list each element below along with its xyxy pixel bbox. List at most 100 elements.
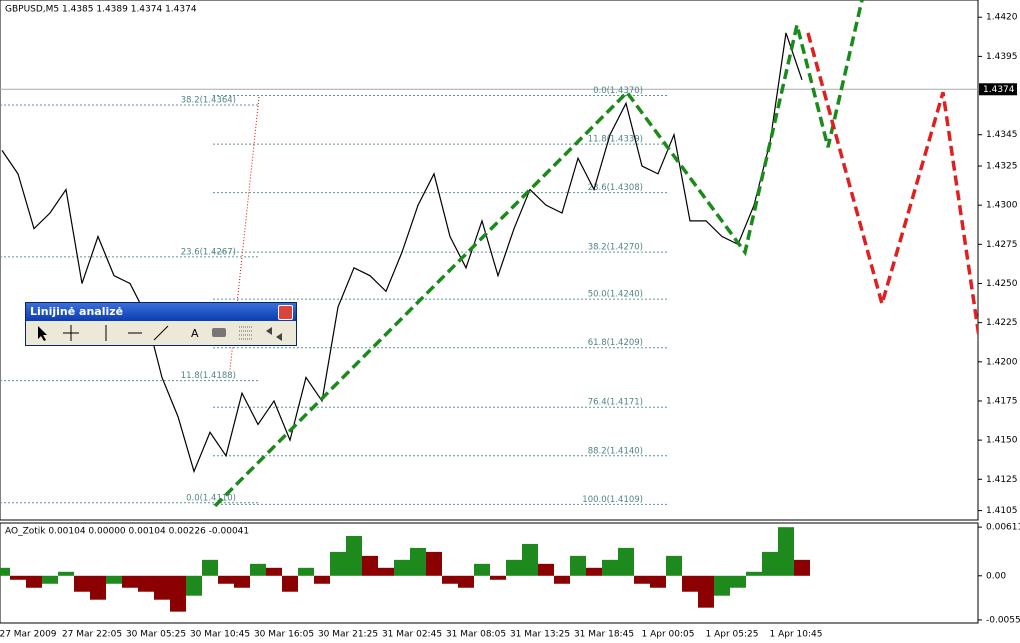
ao-bar [634,575,650,584]
fib-label: 23.6(1.4308) [588,183,643,193]
ao-bar [554,575,570,584]
trendline-icon[interactable] [153,325,169,341]
toolbar-icons: A [38,325,282,341]
ao-bar [58,571,74,576]
ao-bar [234,575,250,588]
ao-bar [42,575,58,584]
ao-bar [170,575,186,612]
cursor-icon[interactable] [38,326,47,341]
crosshair-icon[interactable] [63,325,79,341]
fib-label: 0.0(1.4110) [186,493,236,503]
ao-bar [474,563,490,576]
zigzag [806,32,978,342]
ao-bar [0,567,10,576]
arrows-icon[interactable] [266,327,282,341]
x-tick-label: 31 Mar 18:45 [574,630,634,640]
y-tick-label: 1.4200 [986,357,1018,367]
ao-bar [106,575,122,584]
ao-bar [714,575,730,596]
x-tick-label: 27 Mar 22:05 [62,630,122,640]
ao-bar [698,575,714,608]
y-tick-label: 1.4225 [986,318,1018,328]
ao-bar [346,535,362,576]
text-icon[interactable]: A [191,327,199,340]
y2-tick-label: -0.00554 [986,615,1020,625]
ao-bar [314,575,330,584]
x-tick-label: 30 Mar 16:05 [254,630,314,640]
ao-bar [122,575,138,588]
y-tick-label: 1.4175 [986,396,1018,406]
fib-label: 100.0(1.4109) [582,495,643,505]
ao-bar [442,575,458,584]
fib-label: 76.4(1.4171) [588,398,643,408]
fib-label: 11.8(1.4339) [588,135,643,145]
y-tick-label: 1.4250 [986,279,1018,289]
ao-bar [250,563,266,576]
ao-bar [746,571,762,576]
x-tick-label: 1 Apr 10:45 [770,630,823,640]
x-tick-label: 31 Mar 08:05 [446,630,506,640]
chart-title: GBPUSD,M5 1.4385 1.4389 1.4374 1.4374 [5,5,197,15]
x-tick-label: 27 Mar 2009 [0,630,57,640]
ao-bar [298,567,314,576]
fib-label: 23.6(1.4267) [181,247,236,257]
fib-label: 11.8(1.4188) [181,371,236,381]
ao-bar [586,567,602,576]
x-tick-label: 1 Apr 00:05 [642,630,695,640]
current-price-label: 1.4374 [983,85,1015,95]
toolbar-title-text: Linijinė analizė [30,305,124,318]
y-tick-label: 1.4300 [986,201,1018,211]
price-pane [0,0,979,521]
zigzag [213,0,864,508]
ao-bar [538,563,554,576]
ao-bar [330,551,346,576]
ao-bar [650,575,666,588]
ao-bar [266,567,282,576]
toolbar-window[interactable]: Linijinė analizė A [25,302,297,346]
ao-bar [730,575,746,588]
ao-bar [138,575,154,592]
y-tick-label: 1.4325 [986,162,1018,172]
x-tick-label: 30 Mar 21:25 [318,630,378,640]
ao-bar [602,559,618,576]
ao-bar [282,575,298,592]
y-tick-label: 1.4345 [986,130,1018,140]
y-tick-label: 1.4395 [986,52,1018,62]
fibo-icon[interactable] [239,326,253,340]
y2-tick-label: 0.00 [986,571,1006,581]
ao-bar [90,575,106,600]
x-tick-label: 31 Mar 13:25 [510,630,570,640]
y2-tick-label: 0.00611 [986,523,1020,533]
ao-bar [458,575,474,588]
fib-label: 0.0(1.4370) [593,86,643,96]
ao-bar [410,547,426,576]
close-button[interactable] [278,305,293,320]
ao-bar [10,575,26,580]
ao-bar [362,555,378,576]
ao-bar [618,547,634,576]
ao-bar [570,555,586,576]
ao-bar [154,575,170,600]
ao-bar [682,575,698,592]
ao-bar [490,575,506,580]
ao-bar [666,555,682,576]
y-tick-label: 1.4420 [986,13,1018,23]
y-tick-label: 1.4275 [986,240,1018,250]
fib-label: 61.8(1.4209) [588,338,643,348]
y-tick-label: 1.4105 [986,506,1018,516]
fib-label: 50.0(1.4240) [588,290,643,300]
ao-bar [506,559,522,576]
toolbar-title: Linijinė analizė [26,303,296,321]
y-tick-label: 1.4150 [986,436,1018,446]
fib-label: 38.2(1.4270) [588,243,643,253]
ao-bar [202,559,218,576]
ao-bar [778,527,794,576]
x-tick-label: 31 Mar 02:45 [382,630,442,640]
ao-bar [426,551,442,576]
ao-bar [794,559,810,576]
current-price-box [979,83,1017,96]
x-tick-label: 1 Apr 05:25 [706,630,759,640]
label-icon[interactable] [212,328,226,337]
ao-bar [378,567,394,576]
